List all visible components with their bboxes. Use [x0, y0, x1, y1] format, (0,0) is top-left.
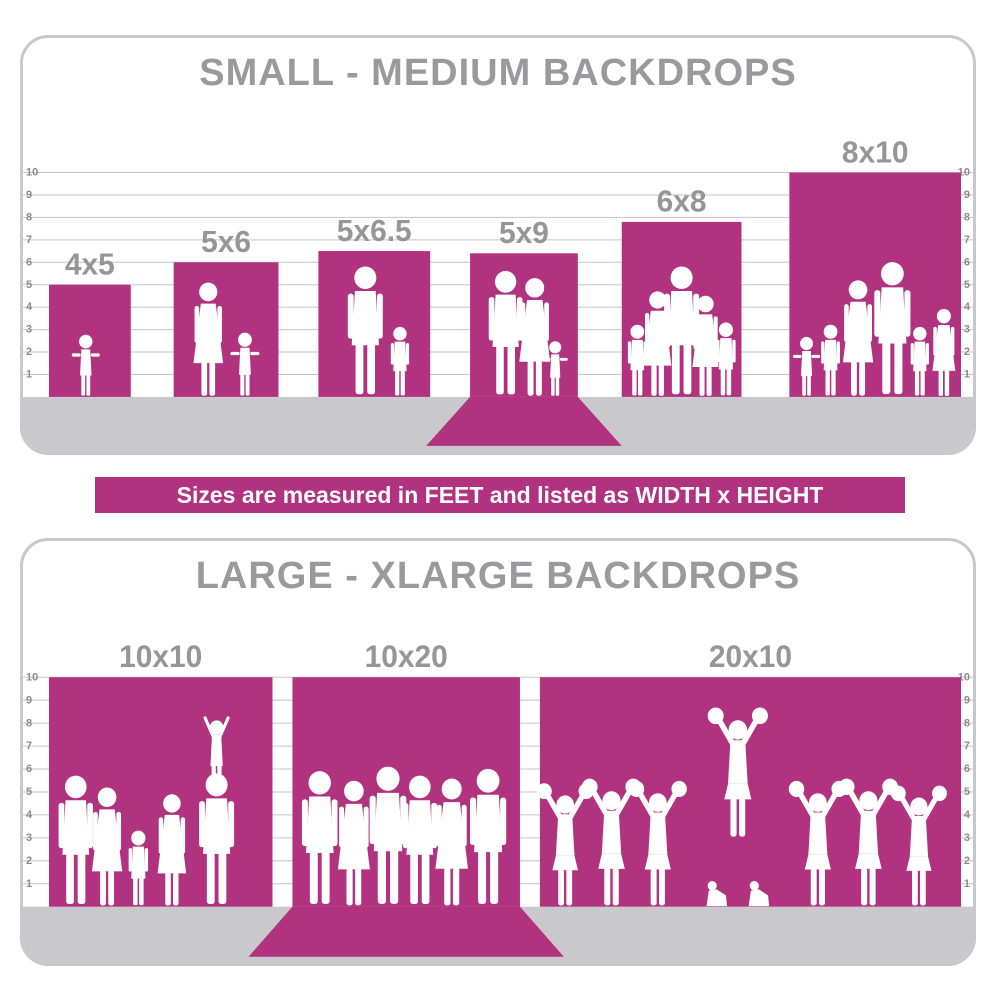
- ruler-number-left: 3: [26, 832, 32, 844]
- ruler-number-right: 6: [964, 256, 970, 268]
- ruler-number-left: 10: [26, 671, 38, 683]
- ruler-number-right: 2: [964, 855, 970, 867]
- ruler-number-left: 4: [26, 301, 33, 313]
- arms-up-child-silhouette: [203, 716, 230, 793]
- ruler-number-right: 9: [964, 189, 970, 201]
- bar-size-label: 20x10: [709, 639, 792, 674]
- child-silhouette: [821, 324, 840, 396]
- ruler-number-left: 9: [26, 189, 32, 201]
- ruler-number-left: 4: [26, 809, 33, 821]
- ruler-number-left: 1: [26, 878, 32, 890]
- panel-small-medium: SMALL - MEDIUM BACKDROPS 1 1 2 2 3 3 4 4 5 5 6 6 7 7 8…: [20, 35, 976, 455]
- adult-male-silhouette: [301, 771, 338, 904]
- child-silhouette: [390, 326, 410, 396]
- bar-size-label: 10x20: [365, 639, 448, 674]
- bar-size-label: 6x8: [657, 185, 707, 218]
- ruler-number-left: 2: [26, 346, 32, 358]
- ruler-number-right: 5: [964, 786, 970, 798]
- toddler-silhouette: [71, 334, 100, 396]
- bar-size-label: 4x5: [65, 248, 115, 281]
- panel-title-small-medium: SMALL - MEDIUM BACKDROPS: [199, 52, 797, 94]
- child-silhouette: [716, 322, 736, 396]
- toddler-silhouette: [542, 341, 568, 396]
- child-silhouette: [627, 324, 647, 396]
- adult-female-silhouette: [643, 291, 672, 396]
- adult-female-silhouette: [842, 280, 874, 396]
- adult-female-silhouette: [193, 282, 224, 396]
- child-silhouette: [910, 326, 929, 396]
- adult-female-silhouette: [932, 308, 956, 397]
- adult-male-silhouette: [470, 768, 507, 904]
- cheerleader-silhouette: [628, 780, 687, 906]
- adult-male-silhouette: [402, 775, 438, 905]
- ruler-number-left: 6: [26, 763, 32, 775]
- adult-male-silhouette: [58, 775, 93, 905]
- ruler-number-left: 8: [26, 211, 32, 223]
- ruler-number-right: 7: [964, 234, 970, 246]
- ruler-number-left: 3: [26, 324, 32, 336]
- bar-size-label: 5x9: [499, 217, 549, 250]
- adult-female-silhouette: [519, 278, 551, 396]
- cheerleader-silhouette: [707, 707, 768, 837]
- panel-title-large-xlarge: LARGE - XLARGE BACKDROPS: [195, 555, 801, 597]
- adult-male-silhouette: [347, 266, 383, 395]
- floor-sweep: [426, 396, 622, 446]
- cheerleader-silhouette: [788, 780, 847, 906]
- ruler-number-right: 3: [964, 832, 970, 844]
- adult-male-silhouette: [199, 773, 235, 904]
- adult-female-silhouette: [692, 295, 719, 396]
- ruler-number-left: 6: [26, 256, 32, 268]
- ruler-number-right: 4: [964, 809, 971, 821]
- ruler-number-right: 8: [964, 717, 970, 729]
- bar-size-label: 10x10: [119, 639, 202, 674]
- ruler-number-right: 5: [964, 279, 970, 291]
- bar-size-label: 5x6.5: [337, 215, 412, 248]
- ruler-number-right: 8: [964, 211, 970, 223]
- ruler-number-right: 4: [964, 301, 971, 313]
- adult-female-silhouette: [435, 778, 468, 906]
- toddler-silhouette: [793, 336, 821, 396]
- ruler-number-left: 7: [26, 740, 32, 752]
- adult-female-silhouette: [157, 794, 187, 906]
- ruler-number-left: 8: [26, 717, 32, 729]
- child-silhouette: [128, 830, 149, 906]
- ruler-number-right: 1: [964, 878, 970, 890]
- bar-size-label: 5x6: [201, 226, 251, 259]
- ruler-number-left: 7: [26, 234, 32, 246]
- ruler-number-left: 5: [26, 786, 32, 798]
- ruler-number-right: 9: [964, 694, 970, 706]
- adult-female-silhouette: [91, 787, 123, 906]
- kneeling-silhouette: [748, 881, 770, 907]
- ruler-number-left: 1: [26, 368, 32, 380]
- ruler-number-right: 6: [964, 763, 970, 775]
- ruler-number-left: 2: [26, 855, 32, 867]
- ruler-number-right: 7: [964, 740, 970, 752]
- backdrop-bar-5x6: [173, 262, 279, 397]
- measurement-note-text: Sizes are measured in FEET and listed as…: [176, 481, 824, 508]
- adult-male-silhouette: [488, 270, 523, 395]
- kneeling-silhouette: [706, 881, 728, 907]
- toddler-silhouette: [230, 332, 260, 396]
- adult-male-silhouette: [874, 262, 911, 395]
- bar-size-label: 8x10: [842, 136, 909, 169]
- floor-sweep: [248, 906, 564, 957]
- ruler-number-right: 1: [964, 368, 970, 380]
- cheerleader-silhouette: [890, 785, 947, 906]
- ruler-number-right: 2: [964, 346, 970, 358]
- measurement-note-banner: Sizes are measured in FEET and listed as…: [95, 477, 905, 513]
- backdrop-bar-8x10: [789, 172, 962, 397]
- ruler-number-left: 10: [26, 166, 38, 178]
- ruler-number-left: 9: [26, 694, 32, 706]
- adult-female-silhouette: [337, 780, 370, 906]
- panel-large-xlarge: LARGE - XLARGE BACKDROPS 1 1 2 2 3 3 4 4 5 5 6 6 7 7 8…: [20, 538, 976, 966]
- ruler-number-right: 3: [964, 324, 970, 336]
- ruler-number-left: 5: [26, 279, 32, 291]
